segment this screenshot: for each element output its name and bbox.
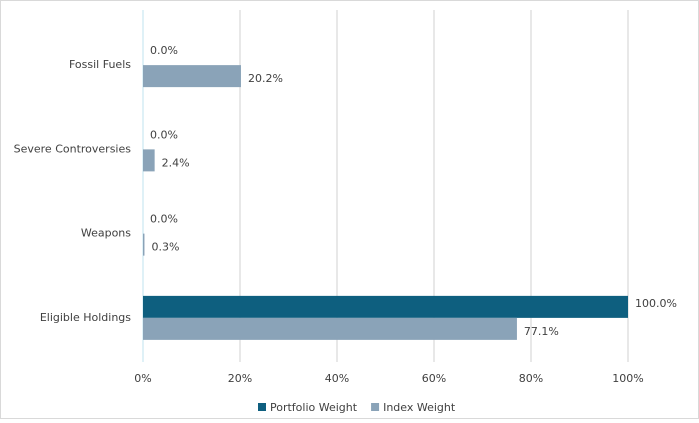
x-tick-label: 0% bbox=[134, 372, 151, 385]
y-tick-label: Fossil Fuels bbox=[69, 58, 131, 71]
legend-label: Index Weight bbox=[383, 401, 456, 414]
data-label: 2.4% bbox=[162, 156, 190, 169]
y-tick-label: Weapons bbox=[81, 227, 131, 240]
x-tick-label: 60% bbox=[422, 372, 446, 385]
bar bbox=[143, 317, 517, 340]
y-tick-label: Severe Controversies bbox=[14, 142, 132, 155]
data-label: 0.0% bbox=[150, 213, 178, 226]
x-tick-label: 100% bbox=[612, 372, 643, 385]
y-tick-label: Eligible Holdings bbox=[40, 311, 131, 324]
x-tick-label: 20% bbox=[228, 372, 252, 385]
data-label: 0.0% bbox=[150, 128, 178, 141]
bar bbox=[143, 65, 241, 88]
x-tick-label: 40% bbox=[325, 372, 349, 385]
data-label: 100.0% bbox=[635, 297, 677, 310]
data-label: 0.3% bbox=[151, 241, 179, 254]
legend-swatch bbox=[371, 403, 380, 411]
bar bbox=[143, 149, 155, 172]
bar bbox=[143, 233, 145, 256]
bar bbox=[143, 295, 628, 318]
x-tick-label: 80% bbox=[519, 372, 543, 385]
legend-label: Portfolio Weight bbox=[270, 401, 358, 414]
data-label: 0.0% bbox=[150, 44, 178, 57]
data-label: 20.2% bbox=[248, 72, 283, 85]
data-label: 77.1% bbox=[524, 325, 559, 338]
legend-swatch bbox=[258, 403, 266, 411]
